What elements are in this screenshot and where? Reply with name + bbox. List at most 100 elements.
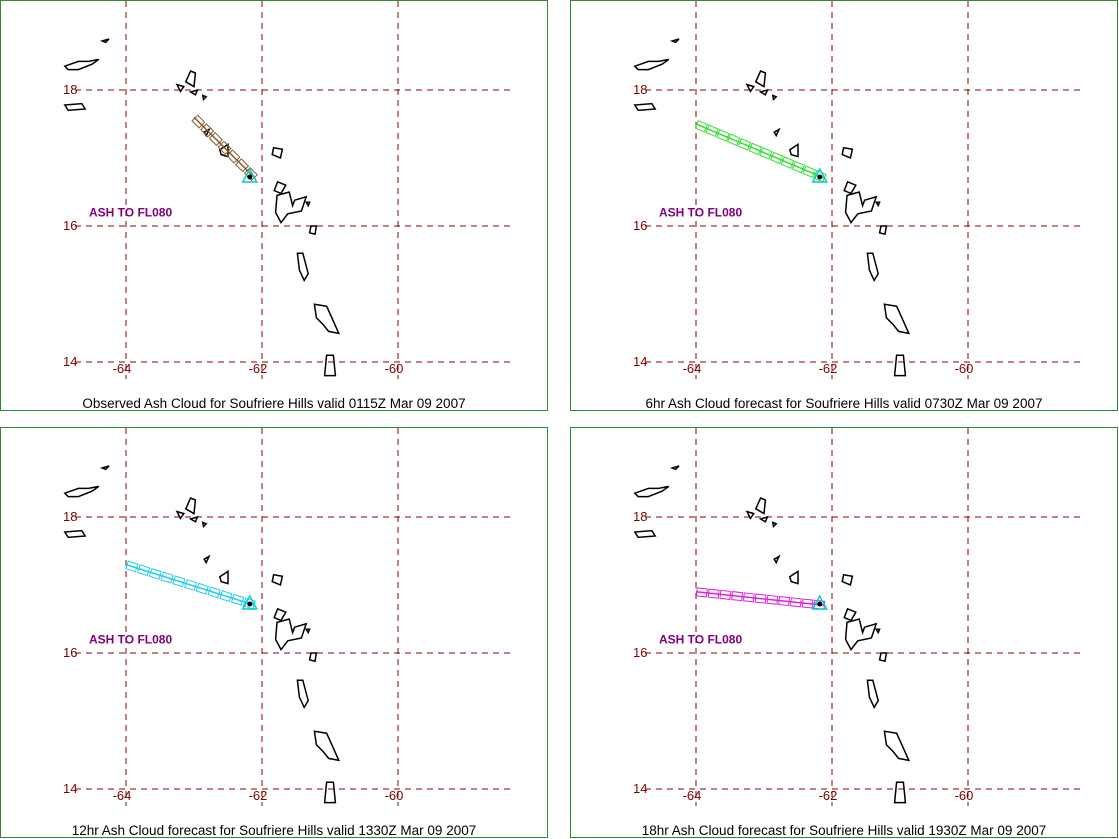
island-outline — [754, 70, 767, 88]
island-outline — [893, 781, 907, 804]
island-outline — [773, 127, 781, 138]
ash-cloud-cell — [769, 151, 784, 165]
ash-cloud — [125, 560, 256, 610]
ash-cloud — [694, 119, 827, 183]
ash-cloud-cell — [217, 140, 232, 155]
island-outline — [669, 465, 680, 471]
ash-cloud-cell — [242, 597, 256, 610]
ash-cloud-cell — [801, 598, 814, 609]
island-outline — [201, 521, 208, 529]
ash-cloud-cell — [742, 592, 755, 603]
island-outline — [745, 510, 756, 520]
ash-cloud-cell — [136, 564, 151, 577]
map-canvas: -64 -62 -60 18 16 14 ASH TO FL080 — [63, 428, 511, 806]
latitude-label: 16 — [63, 218, 77, 233]
ash-height-label: ASH TO FL080 — [659, 632, 742, 646]
latitude-label: 18 — [633, 82, 647, 97]
latitude-label: 18 — [63, 509, 77, 524]
island-outline — [63, 485, 100, 498]
island-outline — [175, 510, 186, 520]
latitude-label: 14 — [63, 354, 77, 369]
island-outline — [304, 628, 311, 635]
ash-height-label: ASH TO FL080 — [659, 205, 742, 219]
island-outline — [844, 191, 878, 224]
island-outline — [893, 354, 907, 377]
island-outline — [271, 146, 284, 160]
ash-cloud-axis — [695, 123, 826, 180]
island-outline — [188, 515, 199, 523]
island-outline — [773, 554, 781, 565]
ash-cloud-cell — [780, 156, 795, 169]
island-outline — [296, 679, 310, 710]
ash-cloud-cell — [754, 593, 767, 604]
longitude-label: -62 — [819, 788, 838, 803]
island-outline — [296, 252, 310, 283]
island-outline — [184, 70, 197, 88]
ash-cloud-cell — [813, 169, 827, 183]
island-outline — [771, 521, 778, 529]
map-panel-6hr: -64 -62 -60 18 16 14 ASH TO FL080 6hr Ash Clou… — [570, 0, 1118, 411]
island-outline — [841, 573, 854, 587]
island-outline — [63, 529, 87, 539]
map-panel-observed: -64 -62 -60 18 16 14 ASH TO FL080 Observed Ash… — [0, 0, 548, 411]
map-canvas: -64 -62 -60 18 16 14 ASH TO FL080 — [633, 428, 1081, 806]
island-outline — [788, 570, 799, 585]
ash-cloud-cell — [719, 589, 732, 600]
longitude-label: -60 — [955, 788, 974, 803]
island-outline — [633, 58, 670, 71]
longitude-label: -64 — [113, 788, 132, 803]
island-outline — [883, 730, 911, 762]
island-outline — [308, 652, 318, 663]
island-outline — [669, 38, 680, 44]
island-outline — [841, 146, 854, 160]
ash-cloud — [191, 114, 258, 182]
island-outline — [758, 515, 769, 523]
ash-cloud-cell — [200, 123, 215, 138]
ash-height-label: ASH TO FL080 — [89, 632, 172, 646]
volcano-icon — [811, 594, 829, 610]
volcano-dot — [817, 601, 823, 607]
island-outline — [633, 485, 670, 498]
ash-cloud-cell — [234, 158, 250, 173]
island-outline — [866, 679, 880, 710]
ash-cloud-cell — [748, 142, 763, 156]
island-outline — [308, 225, 318, 236]
ash-cloud-cell — [219, 590, 233, 603]
ash-cloud-cell — [226, 149, 241, 164]
island-outline — [175, 83, 186, 93]
longitude-label: -62 — [819, 361, 838, 376]
island-outline — [758, 88, 769, 96]
ash-cloud-cell — [789, 597, 802, 608]
longitude-label: -62 — [249, 788, 268, 803]
latitude-label: 18 — [633, 509, 647, 524]
island-outline — [218, 570, 229, 585]
ash-cloud — [695, 587, 826, 610]
longitude-label: -64 — [683, 361, 702, 376]
island-outline — [274, 191, 308, 224]
island-outline — [323, 781, 337, 804]
island-outline — [304, 201, 311, 208]
island-outline — [866, 252, 880, 283]
volcano-dot — [247, 601, 253, 607]
island-outline — [745, 83, 756, 93]
island-outline — [273, 180, 287, 195]
island-outline — [184, 497, 197, 515]
latitude-label: 14 — [633, 354, 647, 369]
ash-cloud-cell — [778, 596, 791, 607]
panel-caption: 12hr Ash Cloud forecast for Soufriere Hi… — [71, 823, 477, 838]
map-panel-18hr: -64 -62 -60 18 16 14 ASH TO FL080 18hr Ash Clo… — [570, 427, 1118, 838]
ash-cloud-cell — [172, 575, 186, 588]
ash-cloud-cell — [160, 571, 174, 584]
ash-cloud-cell — [766, 594, 779, 605]
ash-cloud-cell — [737, 138, 752, 151]
latitude-label: 14 — [63, 781, 77, 796]
island-outline — [633, 102, 657, 112]
island-outline — [273, 607, 287, 622]
ash-cloud-cell — [208, 131, 223, 147]
island-outline — [313, 730, 341, 762]
latitude-label: 18 — [63, 82, 77, 97]
latitude-label: 16 — [633, 218, 647, 233]
ash-cloud-axis — [125, 563, 256, 607]
island-outline — [271, 573, 284, 587]
island-outline — [878, 652, 888, 663]
